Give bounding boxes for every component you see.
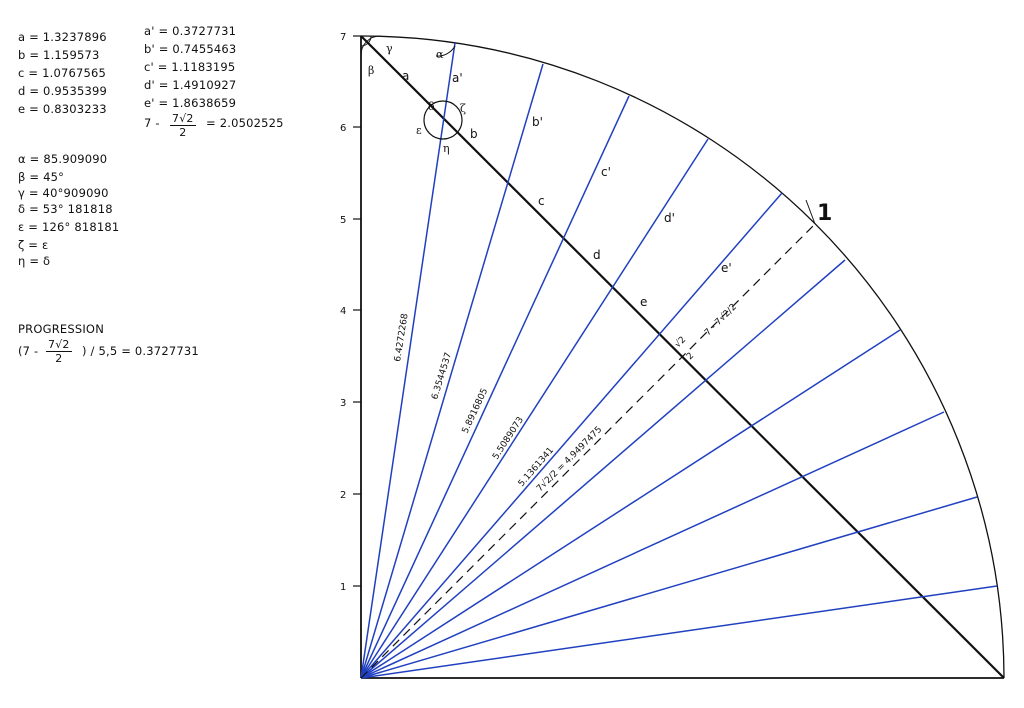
intersection-circle xyxy=(423,100,463,140)
segment-label-a: a xyxy=(402,69,409,83)
ray xyxy=(360,192,783,679)
value-a-prime: a' = 0.3727731 xyxy=(144,24,237,38)
tick-label-6: 6 xyxy=(340,123,346,134)
angle-gamma: γ = 40°909090 xyxy=(18,186,109,200)
angle-beta: β = 45° xyxy=(18,170,65,184)
prime-label-a: a' xyxy=(452,71,463,85)
value-d: d = 0.9535399 xyxy=(18,84,108,98)
progression-left: (7 - xyxy=(18,344,39,358)
prime-label-d: d' xyxy=(664,211,675,225)
value-b-prime: b' = 0.7455463 xyxy=(144,42,237,56)
formula-left: 7 - xyxy=(144,116,160,130)
arc-label-one: 1 xyxy=(817,201,832,226)
progression-denominator: 2 xyxy=(55,352,63,365)
angle-epsilon: ε = 126° 818181 xyxy=(18,220,120,234)
value-a: a = 1.3237896 xyxy=(18,30,107,44)
ray xyxy=(360,259,846,679)
dashed-bisector xyxy=(360,223,816,679)
axis-ticks xyxy=(353,35,361,587)
segment-label-c: c xyxy=(538,194,545,208)
tick-label-5: 5 xyxy=(340,215,346,226)
ray xyxy=(360,95,630,679)
progression-numerator: 7√2 xyxy=(46,338,72,352)
sqrt-label-den: 2 xyxy=(685,351,696,362)
dashed-label: 7 - 7√2/2 xyxy=(702,302,739,339)
ray xyxy=(360,42,456,679)
segment-label-b: b xyxy=(470,127,478,141)
ray-length-4: 5.5089073 xyxy=(491,415,526,461)
tick-label-2: 2 xyxy=(340,490,346,501)
ray-length-1: 6.4272268 xyxy=(393,313,411,363)
formula-fraction: 7√2 2 xyxy=(170,112,196,139)
formula-denominator: 2 xyxy=(179,126,187,139)
ray xyxy=(360,411,945,679)
angle-label-gamma: γ xyxy=(386,42,393,55)
alpha-arc xyxy=(435,45,456,57)
angle-label-epsilon: ε xyxy=(416,124,422,137)
ray xyxy=(360,496,978,679)
formula-numerator: 7√2 xyxy=(170,112,196,126)
tick-label-4: 4 xyxy=(340,306,346,317)
tick-label-1: 1 xyxy=(340,582,346,593)
quarter-arc xyxy=(360,35,1005,679)
value-c: c = 1.0767565 xyxy=(18,66,107,80)
angle-alpha: α = 85.909090 xyxy=(18,152,108,166)
prime-label-b: b' xyxy=(532,115,543,129)
value-d-prime: d' = 1.4910927 xyxy=(144,78,237,92)
value-b: b = 1.159573 xyxy=(18,48,100,62)
angle-delta: δ = 53° 181818 xyxy=(18,202,113,216)
angle-zeta: ζ = ε xyxy=(18,238,49,252)
ray xyxy=(360,138,709,679)
blue-rays xyxy=(360,42,998,679)
value-e-prime: e' = 1.8638659 xyxy=(144,96,237,110)
tick-label-3: 3 xyxy=(340,398,346,409)
segment-label-d: d xyxy=(593,248,601,262)
ray xyxy=(360,329,901,679)
beta-arc xyxy=(360,35,372,47)
segment-label-e: e xyxy=(640,295,647,309)
prime-label-c: c' xyxy=(601,165,611,179)
progression-title: PROGRESSION xyxy=(18,322,104,336)
angle-label-zeta: ζ xyxy=(460,102,466,115)
value-e: e = 0.8303233 xyxy=(18,102,107,116)
gamma-arc xyxy=(360,35,381,56)
value-c-prime: c' = 1.1183195 xyxy=(144,60,236,74)
progression-right: ) / 5,5 = 0.3727731 xyxy=(82,344,199,358)
ray xyxy=(360,585,998,679)
angle-eta: η = δ xyxy=(18,254,51,268)
angle-label-alpha: α xyxy=(436,48,444,61)
arc-pointer xyxy=(805,199,816,225)
angle-label-beta: β xyxy=(368,64,374,77)
formula-right: = 2.0502525 xyxy=(206,116,284,130)
ray xyxy=(360,63,544,679)
prime-label-e: e' xyxy=(721,261,732,275)
angle-label-delta: δ xyxy=(428,100,435,113)
progression-fraction: 7√2 2 xyxy=(46,338,72,365)
angle-label-eta: η xyxy=(443,142,450,155)
tick-label-7: 7 xyxy=(340,32,346,43)
